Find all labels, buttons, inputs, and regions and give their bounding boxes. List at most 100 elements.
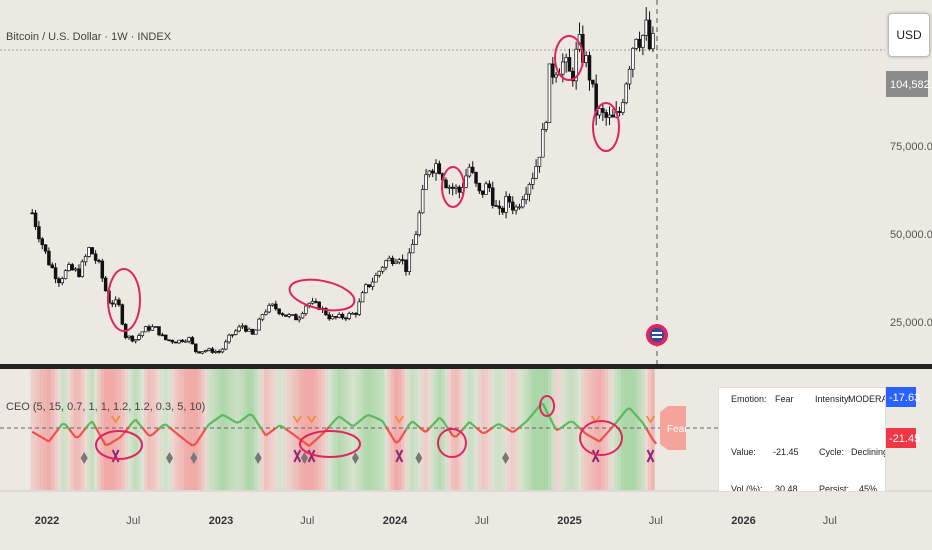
candle	[187, 336, 191, 344]
candle	[133, 339, 138, 344]
candle	[410, 239, 415, 254]
indicator-highlights	[95, 395, 623, 460]
candle	[470, 161, 475, 175]
candle	[170, 339, 175, 344]
emotion-band	[531, 369, 535, 490]
candle	[230, 334, 235, 338]
indicator-lower-badge-text: -21.45	[889, 433, 920, 445]
candle	[260, 313, 265, 322]
candle	[477, 182, 482, 194]
emotion-band	[147, 369, 151, 490]
oscillator-segment	[124, 426, 130, 432]
oscillator-segment	[358, 417, 364, 423]
oscillator-segment	[71, 432, 77, 439]
candle	[100, 258, 105, 282]
indicator-label[interactable]: CEO (5, 15, 0.7, 1, 1, 1.2, 1.2, 0.3, 5,…	[6, 401, 205, 413]
emotion-band	[73, 369, 78, 490]
candle	[504, 191, 508, 219]
time-axis-tick: 2025	[557, 515, 581, 527]
emotion-band	[354, 369, 358, 490]
fear-label-bubble	[660, 406, 686, 450]
candle	[527, 182, 532, 202]
emotion-band	[551, 369, 555, 490]
emotion-band	[457, 369, 462, 490]
emotion-band	[357, 369, 362, 490]
oscillator-segment	[592, 436, 597, 441]
candle	[547, 63, 552, 123]
emotion-band	[330, 369, 335, 490]
emotion-band	[597, 369, 602, 490]
oscillator-segment	[535, 405, 541, 411]
oscillator-segment	[602, 433, 608, 439]
emotion-band	[237, 369, 241, 490]
emotion-band	[110, 369, 115, 490]
oscillator-segment	[415, 423, 421, 428]
emotion-band	[424, 369, 428, 490]
emotion-band	[347, 369, 352, 490]
oscillator-segment	[615, 417, 621, 424]
oscillator-segment	[531, 409, 537, 415]
oscillator-segment	[565, 420, 571, 426]
turn-marker	[110, 415, 121, 424]
candle	[97, 258, 101, 264]
signal-diamond	[254, 452, 262, 464]
signal-diamond	[415, 452, 423, 464]
oscillator-segment	[522, 420, 527, 426]
oscillator-segment	[652, 439, 658, 445]
oscillator-segment	[418, 426, 424, 431]
emotion-band	[637, 369, 642, 490]
event-flag-icon[interactable]	[646, 324, 668, 346]
candle	[70, 262, 75, 271]
oscillator-segment	[58, 423, 64, 429]
indicator-upper-badge	[886, 387, 916, 407]
candle	[337, 312, 341, 319]
candle	[330, 314, 335, 320]
emotion-band	[621, 369, 625, 490]
oscillator-segment	[385, 426, 391, 433]
oscillator-segment	[405, 423, 411, 431]
oscillator-segment	[84, 423, 90, 430]
oscillator-segment	[161, 423, 167, 427]
signal-diamond	[502, 452, 510, 464]
candle	[300, 311, 305, 319]
emotion-band	[360, 369, 365, 490]
oscillator-segment	[218, 413, 224, 419]
emotion-band	[220, 369, 225, 490]
emotion-band	[150, 369, 155, 490]
emotion-band	[90, 369, 95, 490]
price-axis-tick: 25,000.00	[890, 317, 932, 329]
emotion-band	[584, 369, 588, 490]
highlight-ellipse	[299, 430, 361, 458]
oscillator-segment	[231, 419, 237, 424]
emotion-band	[377, 369, 382, 490]
last-price-tag	[886, 71, 928, 97]
emotion-band	[47, 369, 51, 490]
candle	[617, 106, 622, 117]
emotion-band	[130, 369, 135, 490]
oscillator-segment	[141, 427, 147, 433]
emotion-band	[524, 369, 528, 490]
candle	[284, 314, 288, 317]
candle	[117, 297, 121, 307]
emotion-band	[300, 369, 305, 490]
candle	[224, 339, 228, 351]
candle	[390, 255, 395, 266]
emotion-band	[344, 369, 348, 490]
candle	[60, 276, 65, 286]
currency-button[interactable]: USD	[888, 13, 930, 57]
candle	[290, 314, 295, 316]
emotion-band	[190, 369, 195, 490]
oscillator-segment	[285, 428, 290, 433]
candle	[270, 303, 275, 307]
oscillator-segment	[248, 413, 253, 417]
emotion-band	[541, 369, 545, 490]
emotion-band	[437, 369, 442, 490]
info-value: MODERATE	[848, 394, 886, 404]
pane-separator[interactable]	[0, 364, 932, 369]
candle	[30, 209, 34, 215]
candle	[434, 159, 438, 181]
candle	[584, 51, 588, 68]
candle	[647, 11, 652, 51]
oscillator-segment	[468, 421, 474, 426]
candle	[63, 269, 68, 280]
